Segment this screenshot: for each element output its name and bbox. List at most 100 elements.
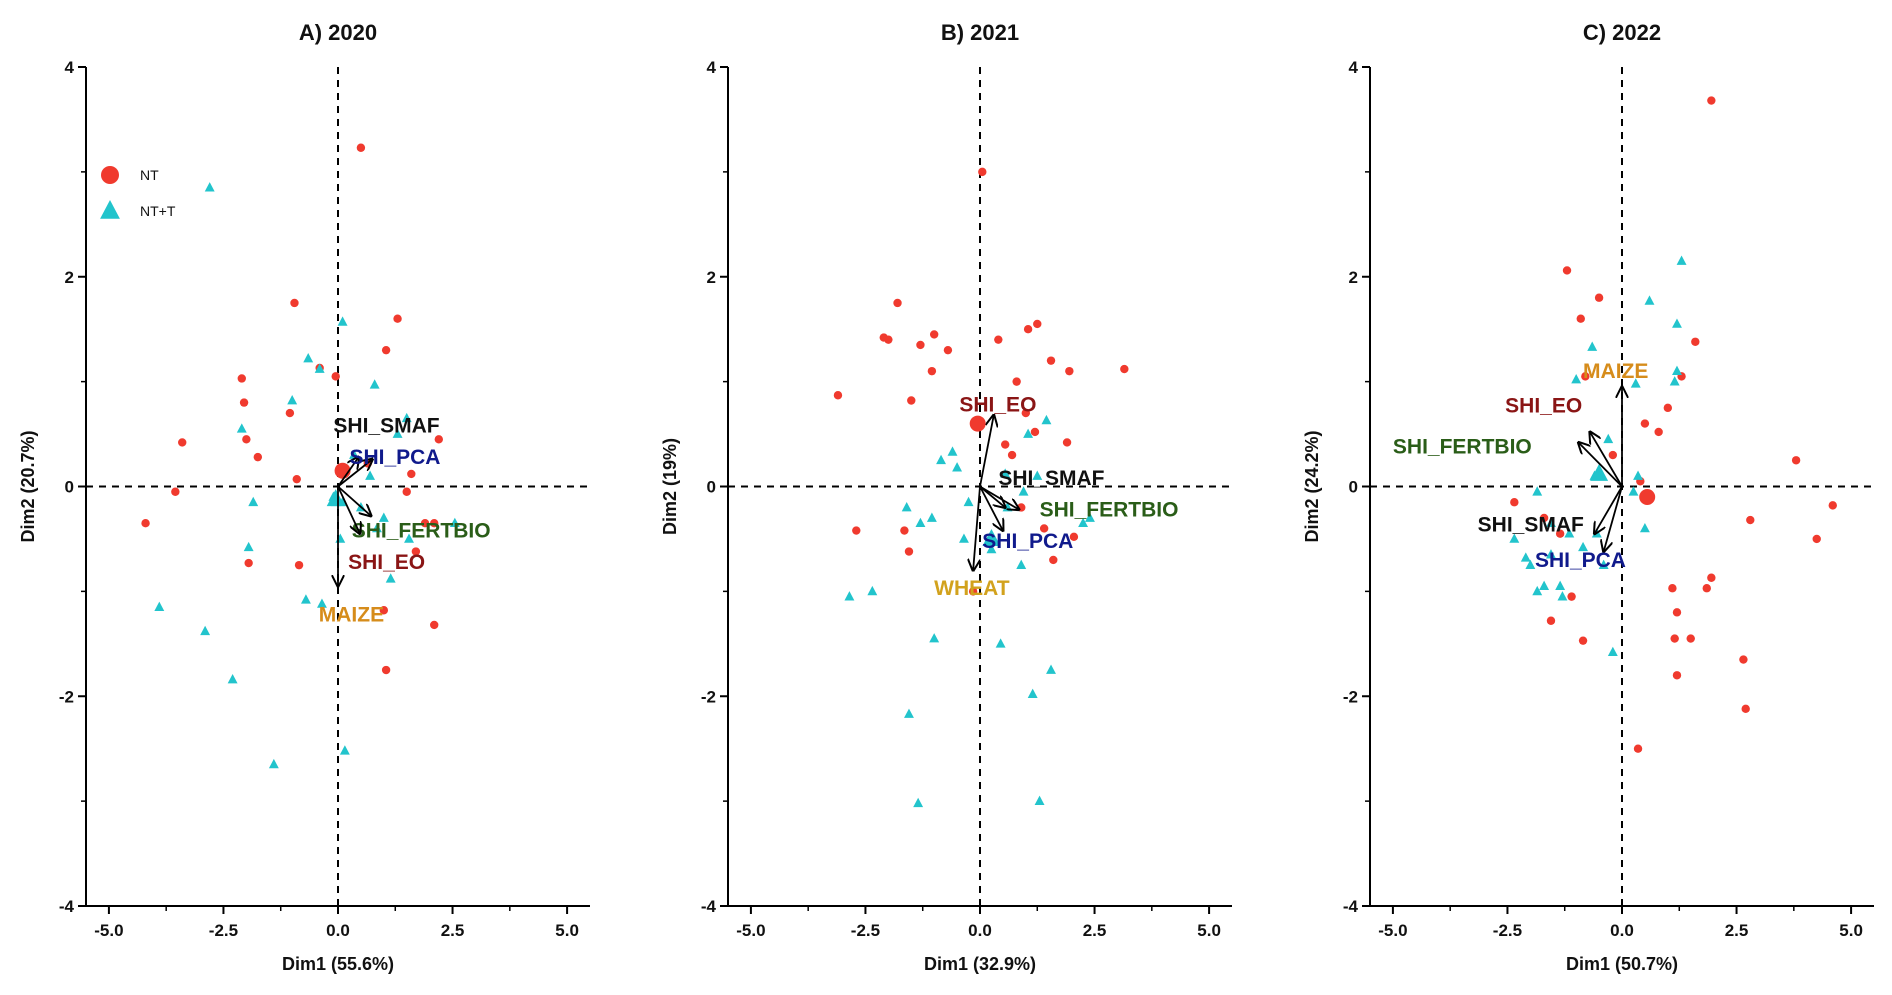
- nt-point: [916, 340, 925, 350]
- x-tick-label: 2.5: [1725, 921, 1749, 940]
- loading-arrow: [1604, 486, 1623, 552]
- nt-point: [1007, 450, 1017, 460]
- nt-point: [1828, 501, 1837, 510]
- chart-panel-1: A) 2020 -4 -2 0 2 4 -5.0 -2.5 0.0 2.5 5.0 Dim1 (55.…: [18, 20, 590, 974]
- nt-point: [1702, 584, 1711, 593]
- nt-point: [1576, 314, 1585, 323]
- nt-point: [178, 438, 187, 447]
- y-tick-label: 0: [707, 478, 716, 497]
- loading-arrow: [337, 459, 372, 488]
- chart-panels: A) 2020 -4 -2 0 2 4 -5.0 -2.5 0.0 2.5 5.0 Dim1 (55.…: [18, 20, 1874, 974]
- ntt-point: [248, 496, 259, 507]
- panel-title: A) 2020: [299, 20, 377, 45]
- ntt-point: [236, 423, 247, 433]
- nt-point: [1668, 584, 1677, 593]
- ntt-point: [1669, 376, 1680, 386]
- vector-label: WHEAT: [934, 577, 1010, 600]
- ntt-centroid: [1590, 463, 1609, 481]
- ntt-point: [317, 598, 327, 608]
- loading-arrow: [337, 486, 360, 534]
- y-tick-label: 4: [65, 58, 75, 77]
- nt-point: [379, 606, 389, 615]
- ntt-point: [1555, 580, 1566, 590]
- y-axis-title: Dim2 (24.2%): [1302, 430, 1322, 542]
- nt-point: [1672, 608, 1682, 617]
- nt-point: [884, 335, 893, 344]
- nt-point: [356, 143, 366, 152]
- nt-point: [381, 665, 391, 675]
- nt-point: [1594, 293, 1604, 302]
- ntt-point: [1027, 688, 1038, 699]
- y-axis-title: Dim2 (19%): [660, 438, 680, 535]
- ntt-point: [227, 673, 238, 684]
- panel-title: C) 2022: [1583, 20, 1661, 45]
- x-axis-title: Dim1 (55.6%): [282, 954, 394, 974]
- ntt-point: [926, 512, 937, 522]
- nt-point: [1539, 513, 1549, 523]
- y-tick-label: 0: [1349, 478, 1358, 497]
- ntt-point: [1672, 365, 1682, 375]
- ntt-point: [1525, 559, 1536, 570]
- nt-point: [171, 487, 180, 496]
- x-tick-label: 0.0: [1610, 921, 1634, 940]
- loading-arrow: [973, 486, 981, 571]
- nt-point: [1581, 372, 1590, 381]
- ntt-point: [335, 533, 346, 543]
- ntt-point: [314, 363, 325, 373]
- ntt-centroid: [326, 489, 345, 507]
- x-tick-label: 0.0: [968, 921, 992, 940]
- nt-point: [1812, 534, 1821, 544]
- nt-point: [1791, 456, 1801, 465]
- ntt-point: [1644, 295, 1655, 305]
- nt-point: [943, 345, 953, 355]
- nt-point: [393, 314, 402, 323]
- x-tick-label: 5.0: [1197, 921, 1221, 940]
- ntt-point: [1023, 428, 1034, 438]
- loading-arrow: [1578, 442, 1623, 488]
- ntt-point: [1546, 549, 1556, 559]
- ntt-point: [1046, 664, 1056, 674]
- ntt-point: [913, 797, 924, 808]
- nt-point: [893, 298, 902, 308]
- nt-point: [1633, 744, 1643, 753]
- x-tick-label: 5.0: [555, 921, 579, 940]
- ntt-point: [339, 745, 350, 755]
- vector-label: SHI_SMAF: [333, 415, 439, 438]
- loading-arrow: [1590, 432, 1623, 487]
- nt-point: [1017, 503, 1026, 512]
- ntt-point: [1587, 341, 1598, 351]
- ntt-point: [1018, 486, 1029, 496]
- vector-label: SHI_FERTBIO: [352, 520, 491, 543]
- ntt-point: [1034, 795, 1045, 805]
- loading-arrow: [337, 457, 359, 488]
- legend-marker-triangle: [100, 200, 120, 219]
- x-tick-label: -2.5: [209, 921, 238, 940]
- nt-point: [1039, 524, 1049, 533]
- nt-point: [239, 398, 249, 407]
- nt-point: [292, 474, 301, 484]
- loading-arrow: [979, 415, 994, 487]
- ntt-point: [1672, 318, 1682, 328]
- vector-label: SHI_EO: [348, 551, 425, 574]
- nt-point: [407, 469, 416, 479]
- nt-point: [430, 519, 439, 528]
- ntt-point: [378, 512, 389, 522]
- ntt-point: [243, 541, 254, 552]
- x-tick-label: 2.5: [441, 921, 465, 940]
- x-tick-label: -2.5: [1493, 921, 1522, 940]
- loading-arrow: [337, 485, 371, 516]
- nt-point: [1030, 427, 1040, 437]
- y-tick-label: 2: [707, 268, 716, 287]
- ntt-point: [404, 533, 414, 543]
- nt-point: [1686, 634, 1695, 643]
- nt-point: [1608, 450, 1618, 460]
- nt-point: [1510, 498, 1519, 507]
- ntt-point: [1607, 646, 1618, 657]
- ntt-point: [1630, 378, 1641, 388]
- nt-point: [900, 526, 909, 535]
- ntt-point: [1000, 468, 1011, 478]
- ntt-point: [1032, 470, 1043, 480]
- nt-point: [1578, 636, 1588, 645]
- nt-point: [1746, 515, 1755, 525]
